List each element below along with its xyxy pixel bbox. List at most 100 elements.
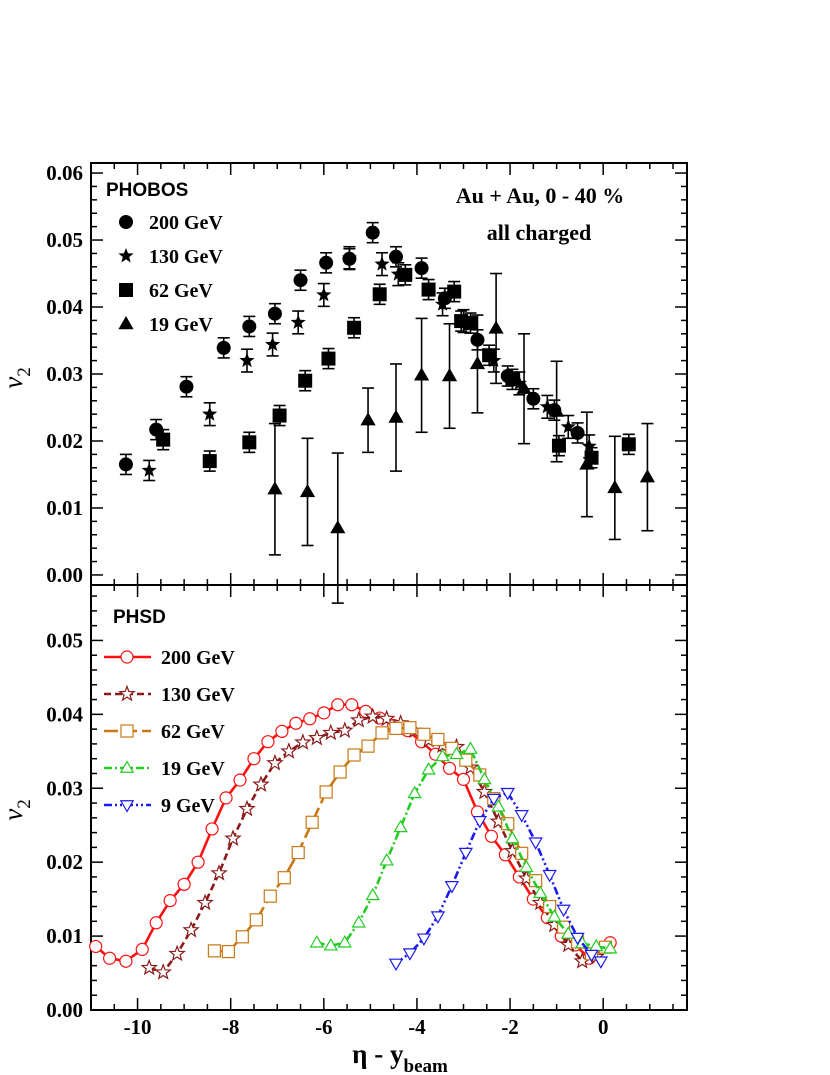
legend-label: 19 GeV bbox=[149, 314, 213, 336]
data-point bbox=[459, 753, 473, 767]
data-point bbox=[581, 438, 597, 453]
x-tick-label: -4 bbox=[408, 1015, 426, 1039]
data-point bbox=[403, 721, 417, 735]
bottom-y-tick-label: 0.01 bbox=[46, 924, 83, 948]
data-point bbox=[351, 915, 366, 928]
legend-marker bbox=[119, 760, 135, 773]
data-point bbox=[290, 314, 306, 329]
data-point bbox=[435, 748, 450, 762]
data-point bbox=[449, 746, 464, 760]
bottom-y-axis-label: v2 bbox=[0, 799, 35, 820]
bottom-ylabel-sub: 2 bbox=[14, 799, 35, 809]
data-point bbox=[341, 250, 357, 265]
data-point bbox=[607, 479, 623, 494]
top-data bbox=[118, 221, 656, 604]
data-point bbox=[265, 336, 281, 351]
data-point bbox=[337, 935, 352, 948]
series-9-gev bbox=[388, 787, 609, 972]
top-y-tick-label: 0.02 bbox=[46, 429, 83, 453]
top-ylabel-sub: 2 bbox=[14, 367, 35, 377]
data-point bbox=[321, 351, 336, 366]
series-19-gev bbox=[267, 272, 656, 604]
data-point bbox=[413, 367, 430, 381]
data-point bbox=[347, 748, 361, 762]
svg-text:v2: v2 bbox=[0, 367, 35, 388]
data-point bbox=[280, 742, 298, 759]
data-point bbox=[316, 287, 332, 302]
series-line bbox=[94, 703, 611, 963]
data-point bbox=[519, 859, 534, 873]
data-point bbox=[388, 958, 404, 972]
x-axis-label: η - ybeam bbox=[352, 1039, 448, 1075]
legend-marker bbox=[120, 650, 134, 664]
data-point bbox=[261, 735, 275, 749]
top-annotation-line-2: all charged bbox=[487, 220, 592, 245]
data-point bbox=[242, 435, 257, 450]
data-point bbox=[103, 951, 117, 965]
data-point bbox=[191, 855, 205, 869]
bottom-y-tick-label: 0.04 bbox=[46, 702, 83, 726]
data-point bbox=[331, 698, 345, 712]
top-panel-phobos: 0.00 0.01 0.02 0.03 0.04 0.05 0.06 200 GeV 130 G… bbox=[46, 161, 688, 604]
data-point bbox=[593, 956, 609, 969]
data-point bbox=[533, 885, 548, 899]
data-point bbox=[294, 733, 312, 750]
top-annotation-line-1: Au + Au, 0 - 40 % bbox=[456, 183, 624, 208]
data-point bbox=[389, 721, 403, 735]
data-point bbox=[505, 830, 520, 844]
data-point bbox=[379, 852, 394, 866]
data-point bbox=[210, 864, 228, 881]
data-point bbox=[140, 958, 158, 976]
data-point bbox=[484, 829, 499, 843]
data-point bbox=[224, 829, 242, 846]
legend-marker bbox=[119, 800, 135, 813]
data-point bbox=[402, 948, 418, 961]
data-point bbox=[377, 709, 396, 727]
data-point bbox=[267, 481, 283, 495]
data-point bbox=[547, 909, 562, 922]
data-point bbox=[289, 716, 303, 730]
data-point bbox=[216, 340, 231, 355]
data-point bbox=[556, 904, 571, 918]
data-point bbox=[431, 732, 445, 747]
x-tick-label: -2 bbox=[501, 1015, 519, 1039]
top-y-tick-label: 0.03 bbox=[46, 362, 83, 386]
data-point bbox=[349, 711, 368, 728]
legend-marker bbox=[118, 248, 134, 263]
legend-label: 19 GeV bbox=[161, 758, 225, 780]
data-point bbox=[267, 306, 282, 321]
svg-text:v2: v2 bbox=[0, 799, 35, 820]
data-point bbox=[249, 913, 263, 927]
data-point bbox=[163, 894, 177, 908]
data-point bbox=[621, 437, 636, 452]
data-point bbox=[441, 368, 458, 382]
legend-marker bbox=[118, 684, 136, 702]
data-point bbox=[277, 871, 291, 885]
legend-label: 9 GeV bbox=[161, 795, 215, 817]
data-point bbox=[417, 727, 431, 741]
data-point bbox=[421, 282, 436, 297]
data-point bbox=[469, 355, 486, 370]
data-point bbox=[477, 771, 492, 785]
data-point bbox=[393, 819, 408, 833]
data-point bbox=[374, 256, 390, 271]
data-point bbox=[207, 944, 221, 958]
data-point bbox=[458, 847, 474, 861]
data-point bbox=[308, 728, 326, 746]
data-point bbox=[511, 375, 527, 390]
data-point bbox=[388, 249, 403, 264]
top-ylabel-main: v bbox=[0, 377, 28, 389]
data-point bbox=[551, 438, 566, 453]
data-point bbox=[416, 933, 432, 947]
data-point bbox=[347, 320, 362, 335]
legend-marker bbox=[118, 316, 134, 330]
x-axis-label-sub: beam bbox=[404, 1056, 449, 1075]
data-point bbox=[447, 284, 462, 299]
series-line bbox=[148, 715, 597, 974]
legend-label: 200 GeV bbox=[161, 647, 235, 669]
data-point bbox=[303, 712, 317, 726]
data-point bbox=[118, 457, 133, 472]
data-point bbox=[372, 287, 387, 302]
x-axis-label-main: η - y bbox=[352, 1039, 404, 1069]
